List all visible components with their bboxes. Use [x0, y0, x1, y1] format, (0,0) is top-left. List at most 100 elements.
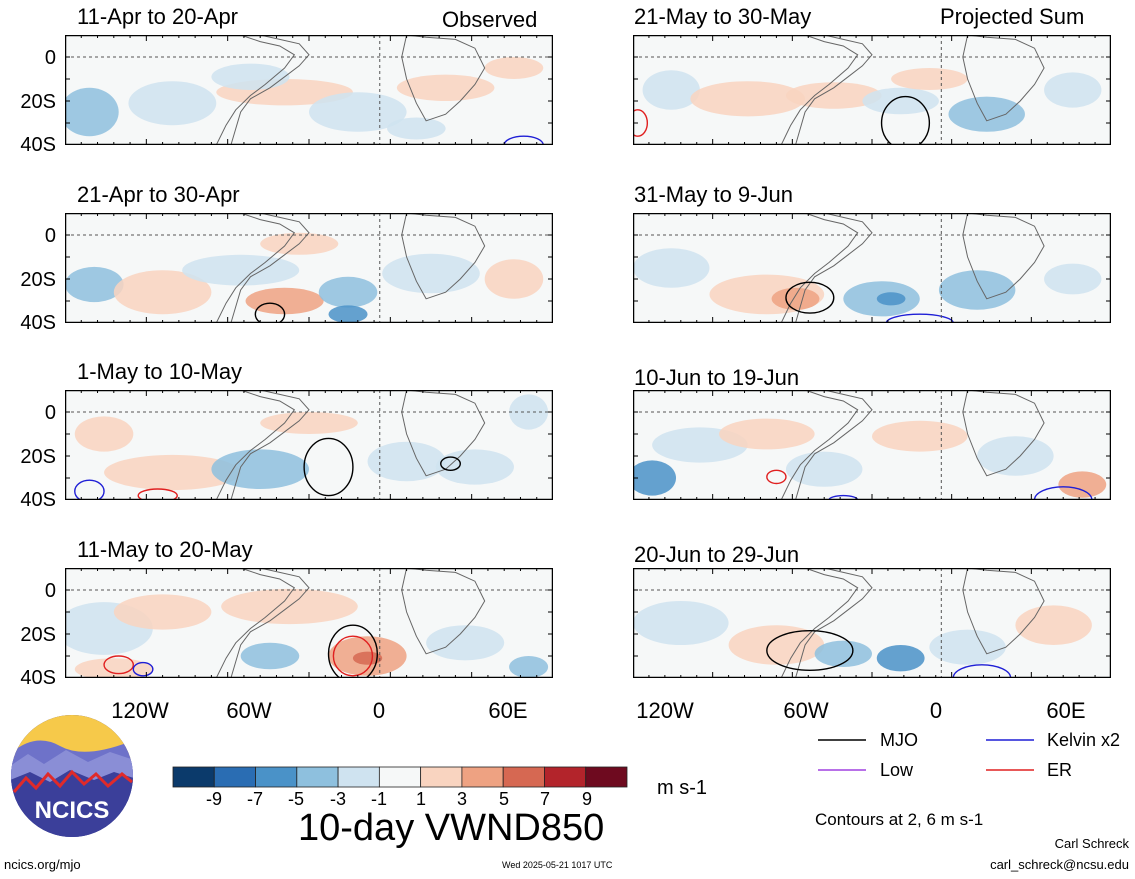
heatmap-panel-projected-1 [633, 35, 1111, 145]
anomaly-region [182, 254, 300, 286]
y-tick-label: 40S [20, 134, 56, 156]
anomaly-region [484, 57, 544, 79]
colorbar-swatch [213, 766, 256, 788]
anomaly-region [128, 81, 217, 126]
footer-email: carl_schreck@ncsu.edu [990, 857, 1129, 872]
coastline-africa [401, 568, 486, 655]
anomaly-region [387, 117, 446, 140]
x-tick-label: 120W [636, 698, 694, 723]
contour-line [952, 664, 1012, 678]
anomaly-region [211, 63, 290, 90]
panel-title: 11-Apr to 20-Apr [77, 4, 239, 29]
anomaly-region [977, 436, 1054, 476]
anomaly-region [872, 420, 968, 452]
contour-note: Contours at 2, 6 m s-1 [815, 810, 984, 829]
contour-line [633, 109, 649, 137]
anomaly-region [426, 625, 505, 661]
anomaly-region [113, 594, 212, 630]
x-tick-label: 60E [488, 698, 528, 723]
contour-line [766, 469, 787, 485]
units-label: m s-1 [657, 777, 707, 799]
contour-line [103, 655, 135, 675]
coastline-south-america-east [795, 568, 873, 678]
anomaly-region [509, 656, 549, 678]
coastline-africa [401, 390, 486, 477]
coastline-south-america [780, 390, 859, 500]
anomaly-region [245, 287, 324, 315]
x-tick-label: 60W [226, 698, 272, 723]
footer-timestamp: Wed 2025-05-21 1017 UTC [502, 860, 613, 870]
anomaly-region [690, 81, 806, 117]
anomaly-region [771, 287, 820, 310]
anomaly-region [113, 270, 212, 315]
contour-line [785, 281, 835, 314]
y-tick-label: 0 [44, 47, 56, 69]
legend-label: MJO [880, 730, 918, 750]
colorbar-swatch [255, 766, 298, 788]
coastline-africa [962, 213, 1045, 300]
x-tick-label: 60E [1046, 698, 1086, 723]
colorbar-swatch [544, 766, 587, 788]
anomaly-region [65, 266, 124, 303]
colorbar-tick-label: -9 [205, 789, 222, 809]
panel-title: 1-May to 10-May [77, 359, 243, 384]
coastline-south-america [215, 35, 296, 145]
coastline-south-america [215, 568, 296, 678]
anomaly-region [1015, 605, 1092, 645]
coastline-africa [962, 568, 1045, 655]
colorbar-swatch [585, 766, 628, 788]
colorbar [172, 766, 628, 788]
contour-line [303, 437, 354, 497]
anomaly-region [260, 412, 358, 434]
panel-title: 21-Apr to 30-Apr [77, 182, 240, 207]
coastline-south-america [780, 568, 859, 678]
legend-label: Kelvin x2 [1047, 730, 1121, 750]
anomaly-region [367, 441, 446, 482]
contour-line [766, 630, 854, 671]
anomaly-region [633, 460, 677, 496]
heatmap-panel-observed-3 [65, 390, 553, 500]
anomaly-region [328, 305, 368, 323]
contour-line [1033, 486, 1093, 500]
logo-text: NCICS [35, 797, 110, 824]
colorbar-swatch [378, 766, 422, 788]
colorbar-swatch [337, 766, 380, 788]
contour-line [880, 95, 931, 145]
chart-title: 10-day VWND850 [298, 807, 605, 849]
x-tick-label: 0 [929, 698, 943, 723]
colorbar-tick-label: 1 [415, 789, 426, 809]
anomaly-region [65, 87, 119, 137]
y-tick-label: 0 [44, 580, 56, 602]
colorbar-swatch [420, 766, 463, 788]
coastline-africa [401, 35, 486, 122]
panel-title: 20-Jun to 29-Jun [634, 542, 800, 567]
anomaly-region [104, 454, 241, 491]
colorbar-swatch [461, 766, 504, 788]
observed-header: Observed [442, 7, 538, 32]
heatmap-panel-observed-2 [65, 213, 553, 323]
panel-title: 31-May to 9-Jun [634, 182, 793, 207]
colorbar-swatch [172, 766, 215, 788]
anomaly-region [814, 640, 872, 667]
coastline-africa [401, 213, 486, 300]
coastline-south-america [780, 35, 859, 145]
anomaly-region [891, 68, 968, 90]
anomaly-region [929, 629, 1006, 665]
heatmap-panel-projected-3 [633, 390, 1111, 500]
y-tick-label: 40S [20, 312, 56, 334]
x-tick-label: 120W [111, 698, 169, 723]
y-tick-label: 20S [20, 269, 56, 291]
anomaly-region [719, 418, 815, 450]
heatmap-panel-projected-4 [633, 568, 1111, 678]
colorbar-tick-label: 5 [498, 789, 509, 809]
colorbar-swatch [296, 766, 339, 788]
x-tick-label: 0 [372, 698, 386, 723]
y-tick-label: 40S [20, 489, 56, 511]
colorbar-tick-label: 7 [539, 789, 550, 809]
panel-title: 10-Jun to 19-Jun [634, 365, 800, 390]
heatmap-panel-observed-1 [65, 35, 553, 145]
coastline-south-america-east [230, 35, 310, 145]
contour-line [440, 456, 461, 471]
y-tick-label: 0 [44, 225, 56, 247]
x-tick-label: 60W [783, 698, 829, 723]
